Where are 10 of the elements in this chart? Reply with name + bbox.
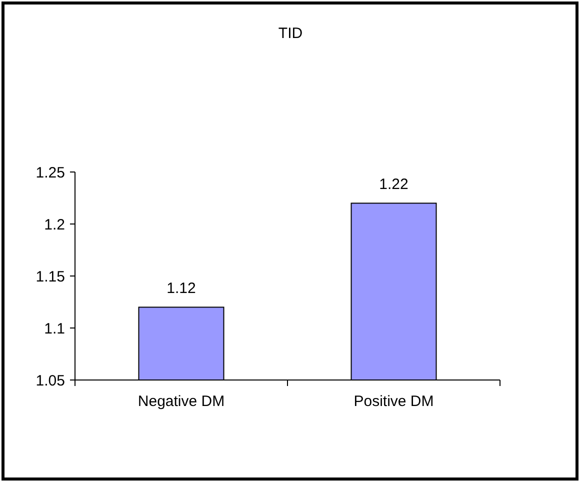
data-label: 1.22 <box>379 176 408 194</box>
y-tick-label: 1.1 <box>44 320 65 338</box>
data-label: 1.12 <box>166 280 196 298</box>
y-tick-label: 1.25 <box>36 164 65 182</box>
y-tick-label: 1.2 <box>44 216 65 234</box>
x-tick-label: Positive DM <box>354 393 434 410</box>
y-tick-label: 1.05 <box>36 372 65 390</box>
y-tick-label: 1.15 <box>36 268 65 286</box>
x-tick-label: Negative DM <box>138 393 225 410</box>
chart-title: TID <box>278 25 303 42</box>
